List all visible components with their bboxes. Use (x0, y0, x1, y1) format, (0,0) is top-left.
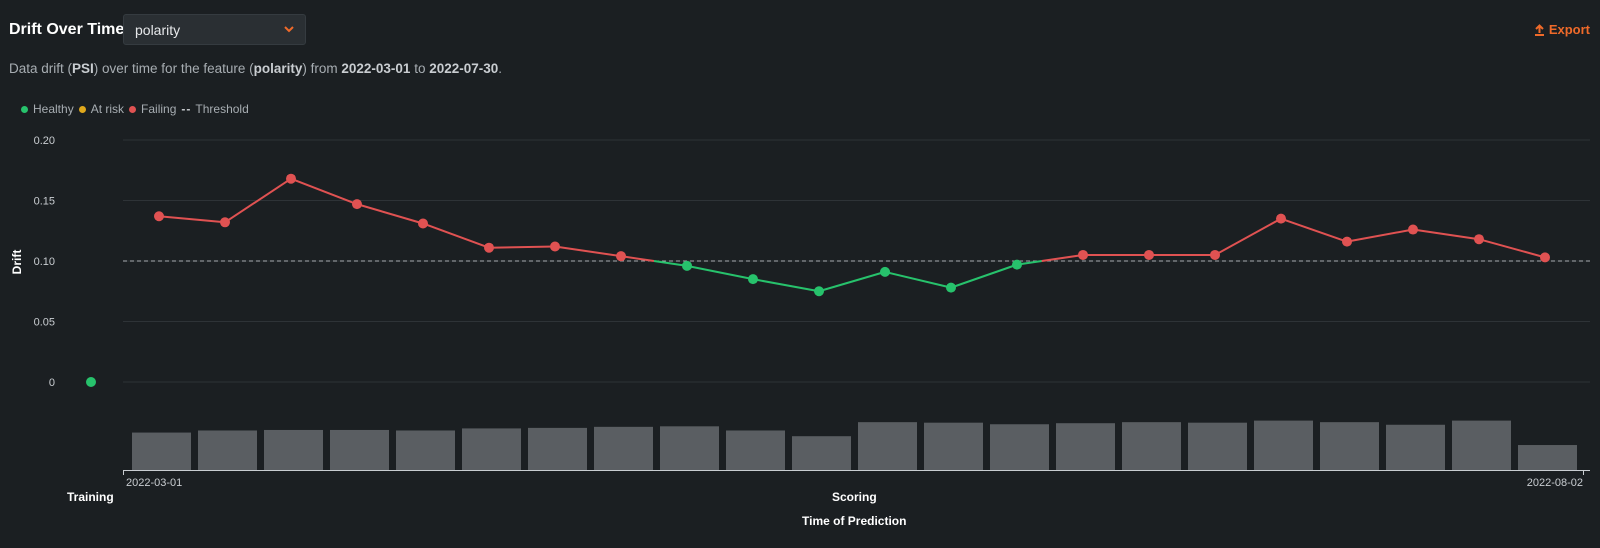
upload-icon (1534, 23, 1544, 36)
series-line-segment (488, 245, 556, 249)
volume-bar (198, 430, 257, 470)
series-line-segment (752, 278, 820, 293)
feature-select-value: polarity (135, 21, 181, 38)
data-point (1540, 252, 1550, 263)
training-point (86, 377, 96, 387)
data-point (1210, 249, 1220, 260)
volume-bar (1056, 423, 1115, 470)
data-point (484, 242, 494, 253)
series-line-segment (1346, 228, 1414, 243)
legend-failing: Failing (129, 102, 176, 116)
volume-bar (792, 436, 851, 470)
scoring-label: Scoring (832, 490, 877, 504)
x-tick-label-start: 2022-03-01 (126, 477, 182, 489)
volume-bar (1518, 445, 1577, 470)
series-line-segment (950, 263, 1018, 289)
data-point (616, 251, 626, 262)
data-point (1342, 236, 1352, 247)
volume-bar (396, 430, 455, 470)
series-line-segment (554, 245, 622, 258)
volume-bar (1188, 422, 1247, 470)
series-line-segment (158, 215, 226, 224)
chart-description: Data drift (PSI) over time for the featu… (9, 61, 503, 76)
data-point (748, 274, 758, 285)
data-point (1276, 213, 1286, 224)
volume-bar (330, 429, 389, 470)
volume-bar (1452, 420, 1511, 470)
series-line-segment (1041, 253, 1084, 262)
data-point (1012, 259, 1022, 270)
data-point (352, 199, 362, 210)
volume-bar (264, 429, 323, 470)
series-line-segment (620, 255, 655, 262)
export-button[interactable]: Export (1534, 22, 1590, 37)
data-point (682, 260, 692, 271)
series-line-segment (1478, 238, 1546, 259)
volume-bar (660, 426, 719, 470)
chart-header: Drift Over Time (9, 14, 124, 46)
data-point (154, 211, 164, 222)
y-tick-label: 0.15 (34, 196, 55, 208)
volume-bar (990, 424, 1049, 470)
page-title: Drift Over Time (9, 21, 125, 38)
volume-bar (462, 428, 521, 470)
x-tick-label-end: 2022-08-02 (1527, 477, 1583, 489)
data-point (286, 173, 296, 184)
series-line-segment (884, 270, 952, 289)
legend-at-risk: At risk (78, 102, 124, 116)
data-point (1144, 249, 1154, 260)
data-point (814, 286, 824, 297)
series-line-segment (1412, 228, 1480, 241)
volume-bar (1320, 422, 1379, 470)
y-tick-label: 0.10 (34, 256, 55, 268)
volume-bar (1122, 422, 1181, 470)
volume-bar (924, 422, 983, 470)
legend-threshold: -- Threshold (181, 102, 249, 116)
volume-bar (528, 427, 587, 470)
y-tick-label: 0 (49, 377, 55, 389)
volume-bar (132, 432, 191, 470)
data-point (880, 266, 890, 277)
series-line-segment (224, 177, 292, 224)
series-line-segment (356, 203, 424, 225)
series-line-segment (1214, 217, 1282, 256)
y-tick-label: 0.20 (34, 135, 55, 147)
data-point (1078, 249, 1088, 260)
series-line-segment (653, 260, 688, 267)
export-label: Export (1548, 22, 1590, 37)
volume-bar (1254, 420, 1313, 470)
data-point (946, 282, 956, 293)
series-line-segment (686, 264, 754, 281)
data-point (418, 218, 428, 229)
x-axis-title: Time of Prediction (802, 514, 907, 528)
series-line-segment (818, 270, 886, 293)
data-point (1408, 224, 1418, 235)
series-line-segment (422, 222, 490, 249)
legend-healthy: Healthy (21, 102, 74, 116)
data-point (550, 241, 560, 252)
volume-bar (726, 430, 785, 470)
feature-select[interactable]: polarity (123, 14, 306, 45)
chart-legend: Healthy At risk Failing -- Threshold (21, 102, 254, 116)
data-point (1474, 234, 1484, 245)
volume-bar (858, 422, 917, 470)
chevron-down-icon (284, 26, 294, 33)
data-point (220, 217, 230, 228)
training-label: Training (67, 490, 114, 504)
series-line-segment (1280, 217, 1348, 243)
y-axis-title: Drift (10, 250, 24, 275)
volume-bar (1386, 424, 1445, 470)
y-tick-label: 0.05 (34, 317, 55, 329)
series-line-segment (290, 177, 358, 206)
volume-bar (594, 426, 653, 470)
